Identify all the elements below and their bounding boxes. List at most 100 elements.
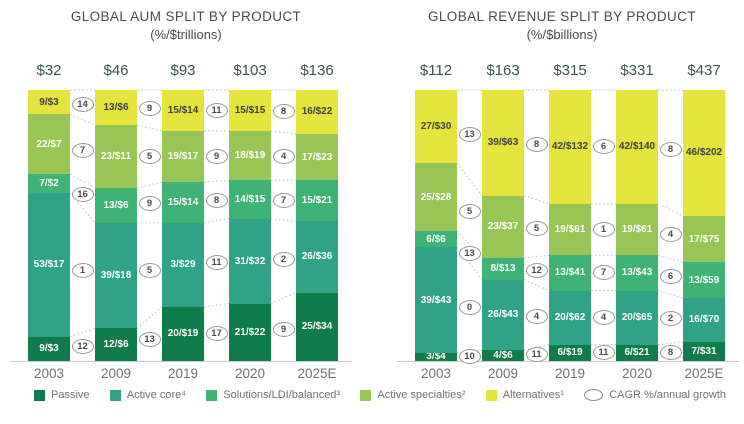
- bar-segment-alternatives: 42/$132: [549, 90, 591, 204]
- cagr-badge: 9: [272, 322, 295, 338]
- x-axis-label: 2019: [554, 366, 586, 381]
- bar-segment-solutions: 15/$21: [296, 180, 338, 222]
- bar-segment-specialties: 22/$7: [28, 114, 70, 174]
- bar-segment-active_core: 20/$65: [616, 290, 658, 345]
- cagr-badge: 8: [659, 142, 682, 158]
- x-axis-label: 2019: [167, 366, 199, 381]
- cagr-badge: 5: [525, 220, 548, 236]
- legend-label: CAGR %/annual growth: [609, 389, 726, 401]
- connector-dotted-line: [203, 179, 230, 183]
- connector-dotted-line: [523, 254, 550, 259]
- cagr-ellipse-icon: [584, 389, 604, 401]
- total-label: $103: [233, 62, 267, 79]
- x-axis-label: 2025E: [297, 366, 337, 381]
- legend-item-cagr: CAGR %/annual growth: [584, 389, 726, 401]
- passive-swatch-icon: [34, 389, 45, 401]
- bar-segment-passive: 6/$19: [549, 344, 591, 361]
- bar-segment-alternatives: 13/$6: [95, 90, 137, 126]
- x-axis-label: 2009: [487, 366, 519, 381]
- bar-segment-specialties: 19/$61: [616, 203, 658, 256]
- cagr-badge: 10: [458, 348, 481, 364]
- bar-segment-passive: 25/$34: [296, 292, 338, 361]
- cagr-badge: 7: [272, 192, 295, 208]
- cagr-badge: 5: [458, 204, 481, 220]
- x-axis-label: 2003: [33, 366, 65, 381]
- cagr-badge: 8: [659, 344, 682, 360]
- x-axis-line: [10, 361, 352, 362]
- bar-segment-active_core: 39/$18: [95, 222, 137, 329]
- legend-item-active-core: Active core⁴: [109, 389, 186, 401]
- x-axis-label: 2020: [621, 366, 653, 381]
- cagr-badge: 9: [138, 101, 161, 117]
- cagr-badge: 5: [138, 148, 161, 164]
- bar-segment-active_core: 26/$36: [296, 221, 338, 293]
- cagr-badge: 11: [205, 255, 228, 271]
- bar-segment-alternatives: 16/$22: [296, 90, 338, 134]
- bar-segment-specialties: 17/$75: [683, 215, 725, 263]
- cagr-badge: 1: [71, 262, 94, 278]
- cagr-badge: 9: [138, 196, 161, 212]
- cagr-badge: 4: [659, 226, 682, 242]
- bar-segment-active_core: 39/$43: [415, 247, 457, 353]
- bar-segment-passive: 21/$22: [229, 303, 271, 361]
- total-label: $315: [553, 62, 587, 79]
- cagr-badge: 13: [458, 127, 481, 143]
- total-label: $112: [419, 62, 453, 79]
- bar-segment-passive: 20/$19: [162, 306, 204, 361]
- bar-segment-specialties: 18/$19: [229, 131, 271, 181]
- cagr-badge: 8: [525, 137, 548, 153]
- total-label: $32: [36, 62, 62, 79]
- connector-dotted-line: [136, 124, 163, 132]
- cagr-badge: 6: [592, 139, 615, 155]
- active-core-swatch-icon: [109, 389, 121, 401]
- connector-dotted-line: [523, 195, 550, 205]
- bar-segment-alternatives: 27/$30: [415, 90, 457, 164]
- total-label: $136: [300, 62, 334, 79]
- left-chart-subtitle: (%/$trillions): [150, 27, 222, 42]
- connector-dotted-line: [69, 173, 96, 188]
- cagr-badge: 16: [71, 186, 94, 202]
- connector-dotted-line: [270, 292, 297, 304]
- left-chart-title: GLOBAL AUM SPLIT BY PRODUCT: [70, 9, 302, 24]
- legend-label: Active specialties²: [377, 389, 466, 401]
- cagr-badge: 13: [458, 246, 481, 262]
- legend-label: Active core⁴: [126, 389, 186, 401]
- bar-segment-active_core: 16/$70: [683, 298, 725, 342]
- cagr-badge: 1: [592, 222, 615, 238]
- bar-segment-alternatives: 39/$63: [482, 90, 524, 196]
- connector-dotted-line: [69, 113, 96, 126]
- bar-segment-active_core: 3/$29: [162, 222, 204, 307]
- bar-segment-solutions: 13/$43: [616, 255, 658, 291]
- cagr-badge: 11: [525, 346, 548, 362]
- connector-dotted-line: [270, 218, 297, 222]
- connector-dotted-line: [69, 328, 96, 338]
- legend-item-solutions-ldi-balanced: Solutions/LDI/balanced³: [206, 389, 340, 401]
- bar-segment-alternatives: 15/$15: [229, 90, 271, 132]
- alternatives-swatch-icon: [485, 389, 497, 401]
- bar-segment-passive: 3/$4: [415, 351, 457, 362]
- x-axis-label: 2009: [100, 366, 132, 381]
- bar-segment-specialties: 19/$17: [162, 130, 204, 183]
- connector-dotted-line: [136, 181, 163, 189]
- bar-segment-alternatives: 9/$3: [28, 90, 70, 115]
- bar-segment-solutions: 14/$15: [229, 180, 271, 219]
- connector-dotted-line: [203, 303, 230, 308]
- bar-segment-specialties: 17/$23: [296, 133, 338, 181]
- cagr-badge: 6: [659, 269, 682, 285]
- cagr-badge: 12: [71, 339, 94, 355]
- bar-segment-active_core: 20/$62: [549, 290, 591, 345]
- bar-segment-alternatives: 46/$202: [683, 90, 725, 216]
- cagr-badge: 8: [272, 103, 295, 119]
- bar-segment-specialties: 25/$28: [415, 163, 457, 231]
- cagr-badge: 11: [592, 345, 615, 361]
- bar-segment-solutions: 15/$14: [162, 182, 204, 223]
- connector-dotted-line: [136, 306, 163, 329]
- solutions-ldi-balanced-swatch-icon: [206, 389, 218, 401]
- legend-label: Passive: [51, 389, 90, 401]
- legend-item-alternatives: Alternatives¹: [485, 389, 564, 401]
- cagr-badge: 9: [205, 148, 228, 164]
- bar-segment-solutions: 13/$59: [683, 262, 725, 299]
- legend: Passive Active core⁴ Solutions/LDI/balance…: [34, 389, 726, 401]
- cagr-badge: 2: [659, 311, 682, 327]
- x-axis-line: [397, 361, 739, 362]
